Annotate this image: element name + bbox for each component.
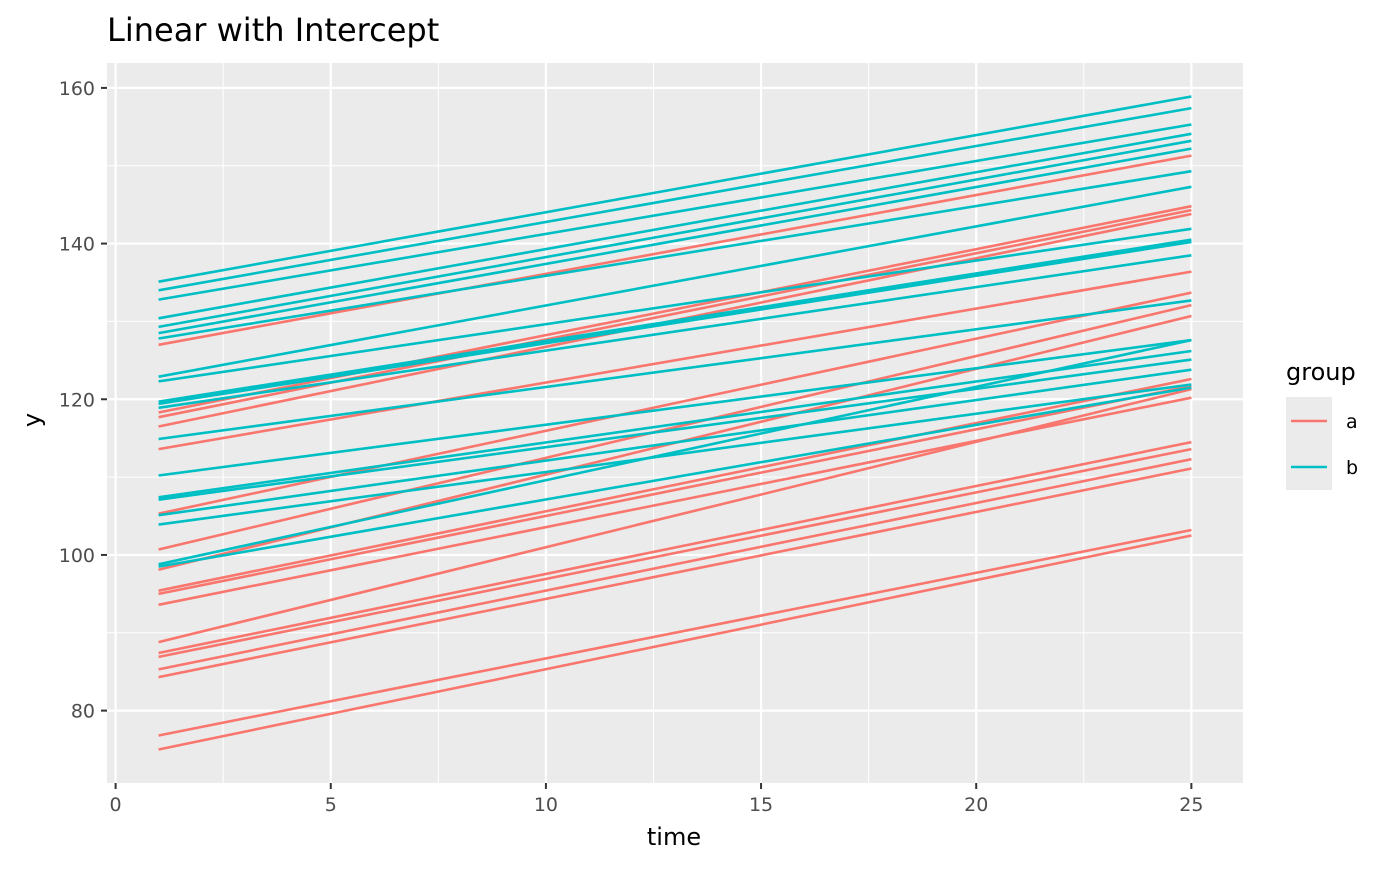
series-line-a-4 <box>158 270 1192 451</box>
series-line-a-0 <box>158 154 1192 347</box>
y-axis-title: y <box>18 413 46 427</box>
series-line-a-16 <box>158 528 1192 737</box>
y-axis: 80 100 120 140 160 <box>59 78 107 723</box>
series-line-b-34 <box>158 368 1192 517</box>
series-line-b-25 <box>158 185 1192 378</box>
series-line-a-15 <box>158 467 1192 679</box>
series-line-a-11 <box>158 387 1192 644</box>
x-tick-label: 25 <box>1179 794 1203 816</box>
x-tick-label: 0 <box>110 794 122 816</box>
series-line-a-6 <box>158 303 1192 551</box>
series-line-a-9 <box>158 384 1192 596</box>
x-tick-label: 15 <box>749 794 773 816</box>
series-line-b-30 <box>158 299 1192 441</box>
series-line-b-36 <box>158 338 1192 566</box>
series-line-a-17 <box>158 534 1192 751</box>
series-line-b-23 <box>158 147 1192 335</box>
series-line-b-18 <box>158 95 1192 283</box>
series-line-b-31 <box>158 338 1192 477</box>
series-line-b-22 <box>158 139 1192 329</box>
legend-label-a: a <box>1346 411 1358 433</box>
series-line-b-32 <box>158 349 1192 499</box>
series-line-b-21 <box>158 132 1192 320</box>
legend-key-background <box>1286 397 1332 490</box>
series-line-b-35 <box>158 383 1192 526</box>
series-line-a-8 <box>158 377 1192 592</box>
legend-label-b: b <box>1346 457 1358 479</box>
series-line-b-28 <box>158 240 1192 406</box>
series-line-a-13 <box>158 447 1192 659</box>
series-line-b-33 <box>158 358 1192 501</box>
y-tick-label: 160 <box>59 78 95 100</box>
x-axis: 0 5 10 15 20 25 <box>110 783 1203 816</box>
series-line-b-29 <box>158 254 1192 410</box>
series-line-a-14 <box>158 457 1192 671</box>
x-axis-title: time <box>647 823 701 851</box>
y-tick-label: 120 <box>59 389 95 411</box>
series-line-b-24 <box>158 169 1192 340</box>
series-line-b-37 <box>158 386 1192 568</box>
chart-title: Linear with Intercept <box>107 11 439 49</box>
series-line-b-20 <box>158 123 1192 301</box>
x-tick-label: 5 <box>325 794 337 816</box>
legend: group a b <box>1286 358 1358 490</box>
x-tick-label: 20 <box>964 794 988 816</box>
legend-title: group <box>1286 358 1356 386</box>
series-line-a-12 <box>158 440 1192 655</box>
series-line-b-19 <box>158 106 1192 292</box>
y-tick-label: 140 <box>59 234 95 256</box>
series-lines <box>158 95 1192 751</box>
y-tick-label: 80 <box>71 701 95 723</box>
y-tick-label: 100 <box>59 545 95 567</box>
series-line-b-27 <box>158 238 1192 403</box>
x-tick-label: 10 <box>534 794 558 816</box>
series-line-b-26 <box>158 227 1192 383</box>
